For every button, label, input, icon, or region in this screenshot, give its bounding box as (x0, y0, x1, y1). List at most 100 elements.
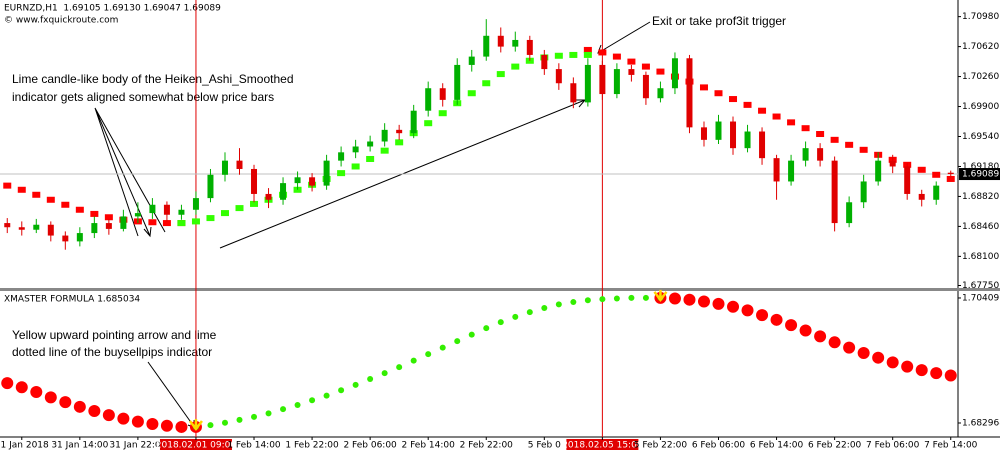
ha-smoothed-body (758, 107, 767, 114)
indicator-dot (367, 376, 374, 382)
candle-body (555, 69, 562, 84)
x-tick-label: 6 Feb 22:00 (808, 441, 862, 451)
x-tick-label: 5 Feb 0 (528, 441, 561, 451)
candle-body (744, 131, 751, 149)
indicator-dot (131, 415, 144, 428)
ha-smoothed-body (714, 90, 723, 97)
indicator-dot (944, 369, 957, 382)
ha-smoothed-body (729, 96, 738, 103)
indicator-dot (727, 300, 740, 313)
indicator-dot (160, 419, 173, 432)
x-tick-label: 5 Feb 22:00 (634, 441, 688, 451)
y-tick-label: 1.70620 (962, 42, 999, 52)
x-tick-label: 7 Feb 14:00 (924, 441, 978, 451)
indicator-dot (396, 364, 403, 371)
ha-smoothed-body (743, 101, 752, 108)
indicator-dot (323, 392, 330, 399)
indicator-dot (410, 357, 417, 364)
indicator-dot (265, 410, 272, 417)
candle-body (367, 141, 374, 147)
x-tick-label: 2 Feb 22:00 (460, 441, 514, 451)
candle-body (149, 204, 156, 214)
y-tick-label: 1.69540 (962, 132, 999, 142)
indicator-dot (512, 313, 519, 320)
ha-smoothed-body (511, 63, 520, 70)
indicator-dot (207, 422, 214, 429)
indicator-dot (828, 336, 841, 349)
candle-body (541, 54, 548, 70)
indicator-dot (280, 406, 287, 413)
indicator-dot (628, 294, 635, 301)
candle-body (642, 74, 649, 99)
candle-body (294, 177, 301, 184)
candle-body (91, 223, 98, 234)
candle-body (76, 233, 83, 242)
candle-body (425, 88, 432, 111)
indicator-dot (88, 404, 101, 417)
indicator-dot (102, 409, 115, 422)
candle-body (192, 198, 199, 210)
ha-smoothed-body (32, 191, 41, 198)
ha-smoothed-body (656, 68, 665, 75)
x-tick-label: 2 Feb 06:00 (343, 441, 397, 451)
indicator-dot (541, 304, 548, 311)
ha-smoothed-body (641, 63, 650, 70)
x-tick-label: 31 Jan 2018 (0, 441, 49, 451)
indicator-dot (872, 351, 885, 364)
candle-body (280, 183, 287, 200)
candle-body (309, 177, 316, 186)
indicator-dot (59, 396, 72, 409)
ha-smoothed-body (17, 186, 26, 193)
candle-body (18, 227, 25, 230)
indicator-dot (770, 313, 783, 326)
ha-smoothed-body (583, 51, 592, 58)
candle-body (47, 224, 54, 236)
candle-body (221, 160, 228, 175)
candle-body (700, 127, 707, 140)
indicator-dot (236, 416, 243, 423)
candle-body (759, 131, 766, 159)
ha-smoothed-body (366, 155, 375, 162)
ha-smoothed-body (482, 80, 491, 87)
candle-body (671, 58, 678, 89)
candle-body (846, 202, 853, 224)
candle-body (831, 160, 838, 224)
indicator-dot (381, 370, 388, 377)
ha-smoothed-body (395, 139, 404, 146)
ha-smoothed-body (569, 51, 578, 58)
indicator-dot (857, 346, 870, 359)
indicator-dot (901, 360, 914, 373)
indicator-dot (668, 292, 681, 305)
ha-smoothed-body (191, 218, 200, 225)
indicator-dot (146, 417, 159, 430)
indicator-dot (697, 295, 710, 308)
current-price-label: 1.69089 (962, 170, 999, 180)
time-highlight (566, 439, 639, 450)
x-tick-label: 1 Feb 14:00 (227, 441, 281, 451)
indicator-dot (886, 356, 899, 369)
candle-body (526, 39, 533, 55)
ha-smoothed-body (90, 210, 99, 217)
ha-smoothed-body (46, 196, 55, 203)
ha-smoothed-body (772, 113, 781, 120)
indicator-dot (814, 330, 827, 343)
indicator-dot (30, 386, 43, 399)
indicator-dot (44, 391, 57, 404)
ha-smoothed-body (206, 215, 215, 222)
indicator-dot (309, 397, 316, 404)
candle-body (613, 69, 620, 95)
indicator-dot (741, 304, 754, 317)
ha-smoothed-body (787, 119, 796, 126)
ha-smoothed-body (946, 175, 955, 182)
y-tick-label: 1.682968 (962, 418, 1000, 428)
indicator-dot (1, 377, 14, 390)
indicator-dot (338, 387, 345, 394)
chart-header: EURNZD,H1 1.69105 1.69130 1.69047 1.6908… (4, 4, 221, 14)
ha-smoothed-body (583, 46, 592, 53)
indicator-dot (439, 344, 446, 351)
ha-smoothed-body (438, 110, 447, 117)
candle-body (889, 160, 896, 167)
